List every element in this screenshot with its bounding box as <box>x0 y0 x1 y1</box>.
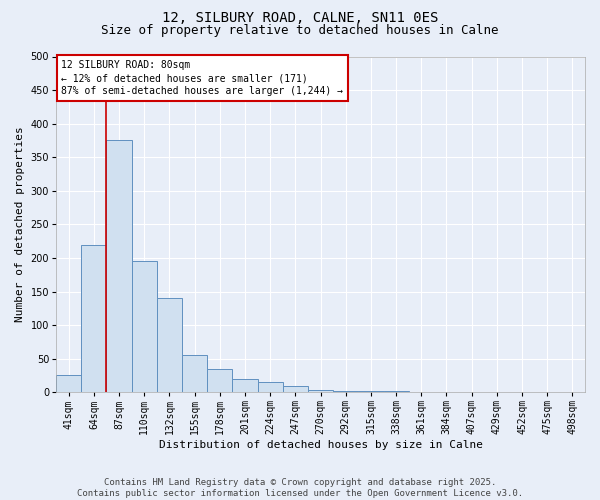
Bar <box>157 298 182 392</box>
Bar <box>308 390 333 392</box>
Bar <box>383 391 409 392</box>
Bar <box>131 262 157 392</box>
Y-axis label: Number of detached properties: Number of detached properties <box>15 126 25 322</box>
Bar <box>82 244 106 392</box>
Bar <box>56 376 82 392</box>
X-axis label: Distribution of detached houses by size in Calne: Distribution of detached houses by size … <box>158 440 482 450</box>
Bar <box>232 379 257 392</box>
Bar <box>333 391 358 392</box>
Bar <box>106 140 131 392</box>
Bar <box>358 391 383 392</box>
Bar <box>283 386 308 392</box>
Bar <box>257 382 283 392</box>
Text: 12 SILBURY ROAD: 80sqm
← 12% of detached houses are smaller (171)
87% of semi-de: 12 SILBURY ROAD: 80sqm ← 12% of detached… <box>61 60 343 96</box>
Bar <box>207 368 232 392</box>
Text: Size of property relative to detached houses in Calne: Size of property relative to detached ho… <box>101 24 499 37</box>
Text: 12, SILBURY ROAD, CALNE, SN11 0ES: 12, SILBURY ROAD, CALNE, SN11 0ES <box>162 11 438 25</box>
Text: Contains HM Land Registry data © Crown copyright and database right 2025.
Contai: Contains HM Land Registry data © Crown c… <box>77 478 523 498</box>
Bar <box>182 356 207 392</box>
